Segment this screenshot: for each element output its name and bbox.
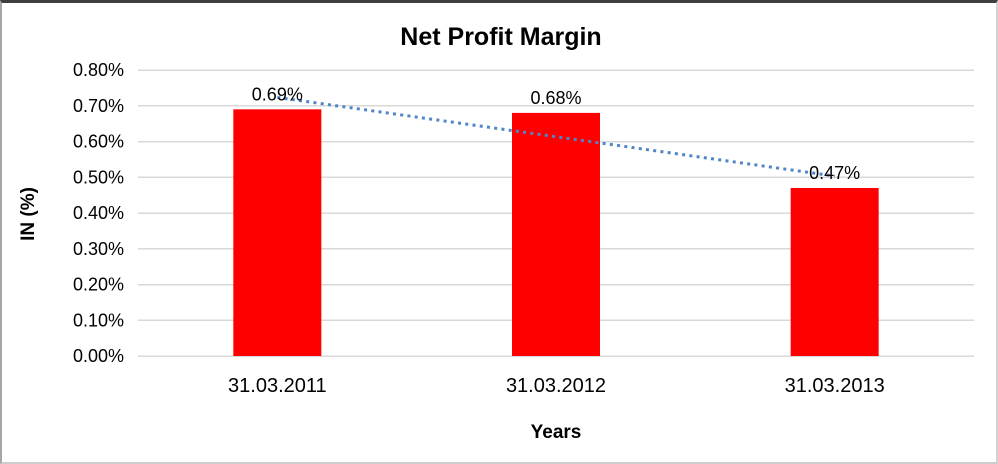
y-tick-label: 0.50% — [73, 167, 124, 187]
bar — [233, 109, 322, 356]
y-tick-label: 0.30% — [73, 239, 124, 259]
bar — [790, 187, 879, 356]
x-category-label: 31.03.2012 — [506, 375, 606, 397]
y-tick-label: 0.40% — [73, 203, 124, 223]
x-axis-category-labels: 31.03.2011 31.03.2012 31.03.2013 — [228, 375, 885, 397]
chart-title: Net Profit Margin — [400, 23, 601, 51]
x-category-label: 31.03.2011 — [228, 375, 327, 397]
bar-series — [233, 109, 879, 357]
y-tick-label: 0.00% — [73, 346, 124, 366]
x-axis-title: Years — [531, 422, 582, 443]
y-tick-label: 0.20% — [73, 275, 124, 295]
x-category-label: 31.03.2013 — [785, 375, 885, 397]
bar-value-label: 0.47% — [809, 163, 860, 183]
bar-data-labels: 0.69% 0.68% 0.47% — [252, 84, 860, 183]
y-axis-tick-labels: 0.00% 0.10% 0.20% 0.30% 0.40% 0.50% 0.60% 0.70%… — [73, 60, 124, 366]
bar-value-label: 0.68% — [530, 88, 581, 108]
net-profit-margin-chart: 0.00% 0.10% 0.20% 0.30% 0.40% 0.50% 0.60% 0.70%… — [18, 23, 974, 443]
y-tick-label: 0.60% — [73, 132, 124, 152]
trendline — [277, 95, 835, 178]
y-tick-label: 0.10% — [73, 310, 124, 330]
trendline-dotted — [277, 95, 835, 178]
bar-value-label: 0.69% — [252, 84, 303, 104]
y-tick-label: 0.70% — [73, 96, 124, 116]
y-tick-label: 0.80% — [73, 60, 124, 80]
y-axis-title: IN (%) — [18, 187, 39, 241]
bar — [512, 112, 600, 357]
